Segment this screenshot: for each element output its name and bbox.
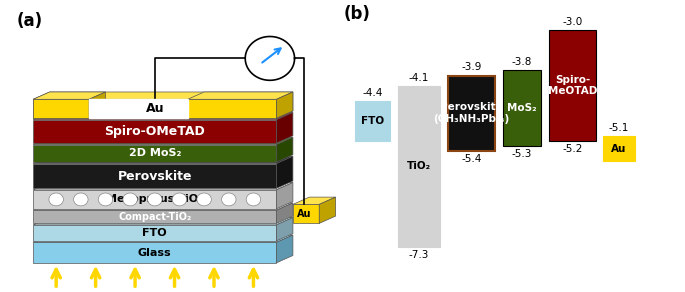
Polygon shape	[293, 197, 336, 204]
Polygon shape	[33, 156, 293, 164]
Circle shape	[49, 193, 64, 206]
Polygon shape	[277, 235, 293, 263]
Polygon shape	[277, 92, 293, 118]
Polygon shape	[33, 99, 277, 118]
Polygon shape	[89, 99, 188, 118]
FancyBboxPatch shape	[398, 86, 440, 247]
Text: Spiro-
MeOTAD: Spiro- MeOTAD	[548, 75, 597, 96]
FancyBboxPatch shape	[503, 70, 541, 146]
Polygon shape	[33, 190, 277, 209]
Text: Au: Au	[145, 102, 164, 115]
Polygon shape	[33, 225, 277, 241]
Circle shape	[123, 193, 138, 206]
Text: -3.9: -3.9	[461, 62, 482, 72]
Text: Au: Au	[297, 209, 312, 219]
Polygon shape	[33, 99, 89, 118]
Circle shape	[246, 193, 261, 206]
Text: Perovskite: Perovskite	[118, 170, 192, 182]
Text: MoS₂: MoS₂	[507, 103, 537, 113]
Polygon shape	[277, 137, 293, 162]
FancyBboxPatch shape	[603, 136, 634, 161]
Polygon shape	[293, 204, 319, 223]
FancyBboxPatch shape	[355, 101, 390, 141]
Polygon shape	[188, 92, 293, 99]
Polygon shape	[33, 145, 277, 162]
Text: Spiro-OMeTAD: Spiro-OMeTAD	[104, 125, 206, 138]
Text: -5.1: -5.1	[609, 123, 630, 133]
Polygon shape	[33, 203, 293, 210]
Text: Mesoprous-TiO₂: Mesoprous-TiO₂	[106, 194, 203, 204]
Text: -3.8: -3.8	[512, 58, 532, 67]
Polygon shape	[277, 182, 293, 209]
Polygon shape	[33, 242, 277, 263]
Text: -5.4: -5.4	[461, 154, 482, 164]
Circle shape	[98, 193, 113, 206]
Text: -4.1: -4.1	[409, 73, 429, 83]
Polygon shape	[33, 137, 293, 145]
Polygon shape	[33, 92, 105, 99]
Text: FTO: FTO	[142, 228, 167, 238]
Text: Perovskite
(CH₃NH₃PbI₃): Perovskite (CH₃NH₃PbI₃)	[434, 102, 510, 124]
Polygon shape	[33, 120, 277, 143]
Text: -3.0: -3.0	[562, 17, 582, 27]
Polygon shape	[277, 92, 293, 118]
Text: Glass: Glass	[138, 248, 172, 258]
Polygon shape	[89, 92, 105, 118]
Text: FTO: FTO	[361, 116, 384, 126]
Text: -5.2: -5.2	[562, 144, 583, 154]
FancyBboxPatch shape	[448, 76, 495, 151]
Text: (b): (b)	[343, 5, 371, 23]
Polygon shape	[33, 92, 293, 99]
Circle shape	[73, 193, 88, 206]
Circle shape	[147, 193, 162, 206]
Text: TiO₂: TiO₂	[407, 161, 431, 171]
Polygon shape	[277, 203, 293, 223]
Text: (a): (a)	[16, 12, 43, 30]
Circle shape	[221, 193, 236, 206]
Circle shape	[172, 193, 187, 206]
Text: Compact-TiO₂: Compact-TiO₂	[119, 212, 191, 222]
FancyBboxPatch shape	[549, 30, 596, 141]
Polygon shape	[33, 112, 293, 120]
Polygon shape	[33, 210, 277, 223]
Text: -5.3: -5.3	[512, 149, 532, 159]
Polygon shape	[33, 182, 293, 190]
Polygon shape	[277, 218, 293, 241]
Polygon shape	[33, 164, 277, 188]
Text: -7.3: -7.3	[409, 250, 429, 260]
Polygon shape	[33, 235, 293, 242]
Polygon shape	[188, 99, 277, 118]
Text: Au: Au	[145, 102, 164, 115]
Polygon shape	[319, 197, 336, 223]
Text: 2D MoS₂: 2D MoS₂	[129, 148, 181, 158]
Circle shape	[197, 193, 212, 206]
Text: Au: Au	[611, 143, 627, 154]
Polygon shape	[33, 218, 293, 225]
Polygon shape	[277, 156, 293, 188]
Polygon shape	[277, 112, 293, 143]
Text: -4.4: -4.4	[362, 88, 383, 98]
